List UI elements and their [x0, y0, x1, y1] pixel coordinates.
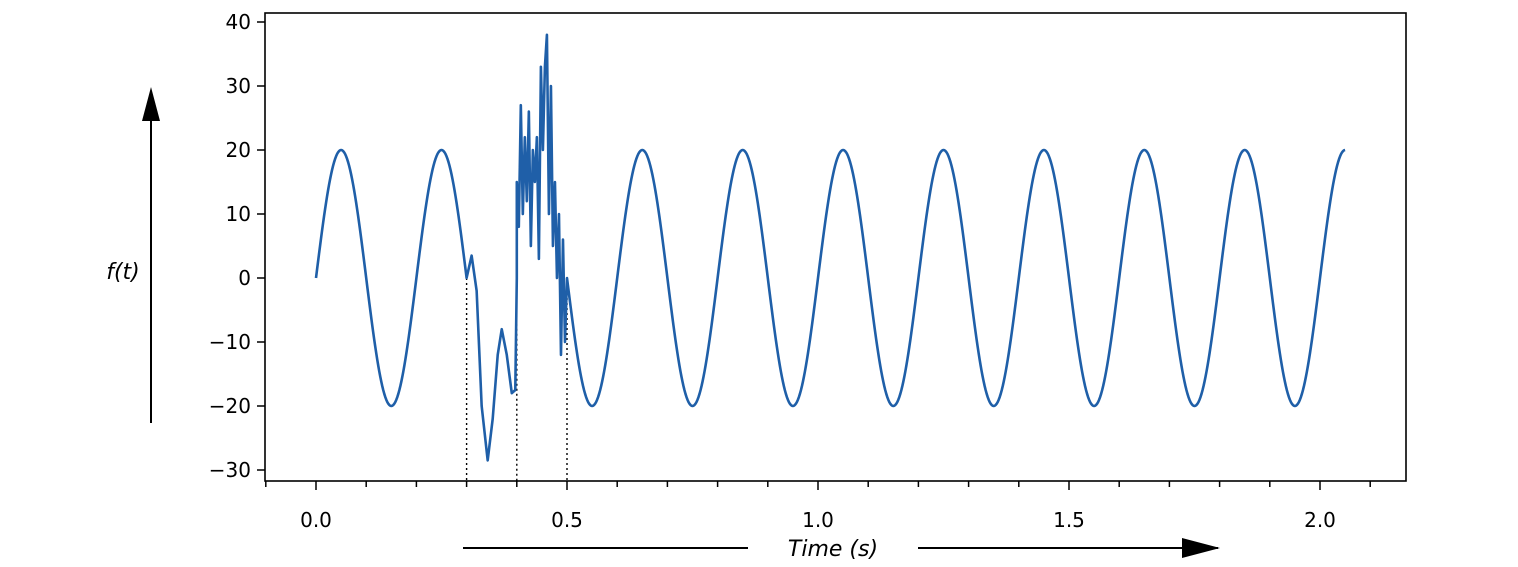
x-axis-label: Time (s): [788, 537, 878, 562]
y-tick-label: 0: [238, 266, 251, 290]
y-tick-label: −10: [209, 330, 251, 354]
plot-frame: [264, 12, 1407, 482]
x-tick-label: 0.5: [551, 508, 583, 532]
y-ticks: 40 30 20 10 0 −10 −20 −30: [209, 10, 265, 482]
series-line: [314, 33, 1346, 462]
x-tick-label: 0.0: [300, 508, 332, 532]
y-axis-label-group: f(t): [106, 87, 160, 423]
x-ticks: 0.0 0.5 1.0 1.5 2.0: [265, 481, 1371, 532]
y-axis-label: f(t): [106, 260, 140, 285]
y-axis-arrowhead-icon: [142, 87, 160, 121]
x-tick-label: 2.0: [1304, 508, 1336, 532]
y-tick-label: 30: [226, 74, 251, 98]
y-tick-label: −30: [209, 458, 251, 482]
x-tick-label: 1.0: [802, 508, 834, 532]
y-tick-label: 40: [226, 10, 251, 34]
x-axis-arrowhead-icon: [1182, 538, 1220, 558]
y-tick-label: 10: [226, 202, 251, 226]
x-tick-label: 1.5: [1053, 508, 1085, 532]
y-tick-label: −20: [209, 394, 251, 418]
series-layer: [314, 33, 1346, 462]
y-tick-label: 20: [226, 138, 251, 162]
x-axis-label-group: Time (s): [463, 537, 1220, 562]
